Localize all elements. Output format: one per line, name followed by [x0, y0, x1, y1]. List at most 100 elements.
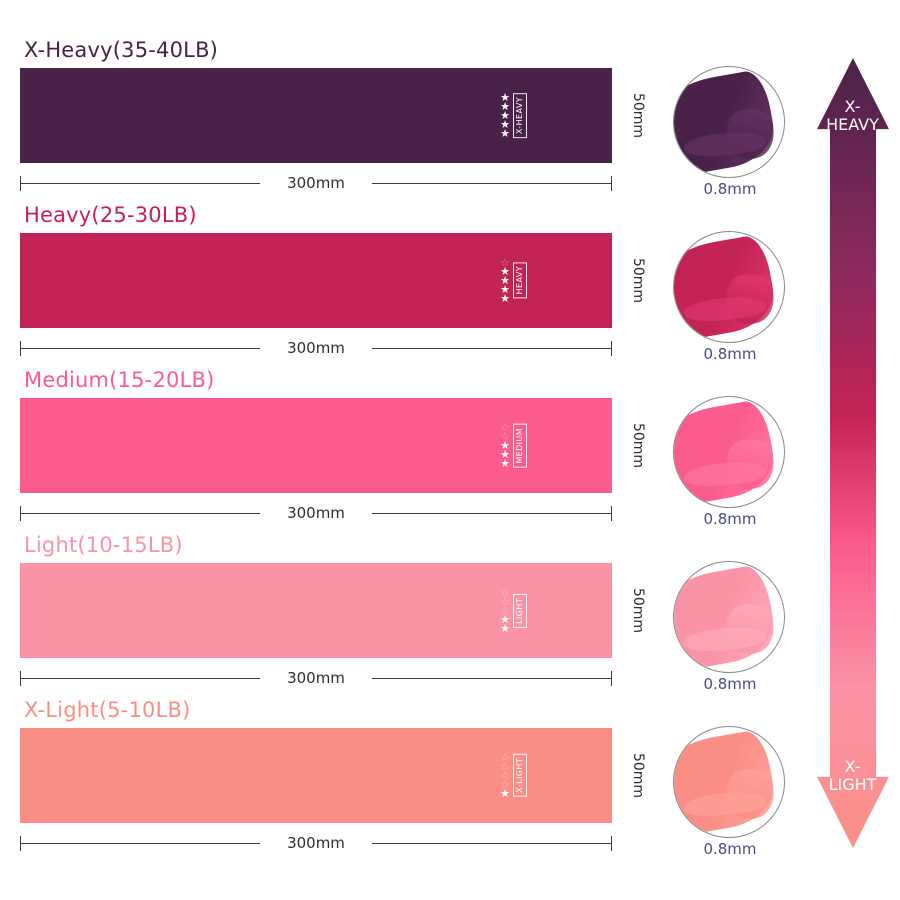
- star-filled-icon: ★: [500, 118, 510, 131]
- star-hollow-icon: ☆: [500, 750, 510, 764]
- arrow-label-top-line2: HEAVY: [826, 114, 879, 134]
- dimension-line-right: [372, 678, 612, 679]
- band-mark-label-medium: MEDIUM: [513, 423, 527, 468]
- band-strip-medium: ★ ★ ★ ☆ ☆ MEDIUM: [20, 398, 612, 493]
- star-filled-icon: ★: [500, 438, 510, 452]
- star-rating-x-light: ★ ☆ ☆ ☆ ☆: [500, 750, 510, 799]
- star-hollow-icon: ☆: [500, 420, 510, 434]
- thickness-detail-x-light: 0.8mm: [655, 720, 805, 885]
- width-value-heavy: 50mm: [624, 233, 652, 328]
- band-strip-heavy: ★ ★ ★ ★ ☆ HEAVY: [20, 233, 612, 328]
- width-dimension-medium: 50mm: [624, 398, 652, 493]
- arrow-label-top-line1: X-: [844, 97, 861, 116]
- dimension-line-right: [372, 183, 612, 184]
- dimension-line-right: [372, 513, 612, 514]
- length-dimension-heavy: 300mm: [20, 337, 612, 359]
- arrow-label-top: X- HEAVY: [805, 98, 900, 134]
- width-value-x-heavy: 50mm: [624, 68, 652, 163]
- dimension-cap-right: [611, 176, 612, 191]
- dimension-cap-right: [611, 671, 612, 686]
- star-filled-icon: ★: [500, 108, 510, 122]
- band-mark-label-heavy: HEAVY: [513, 262, 527, 299]
- thickness-closeup-x-heavy: [673, 66, 785, 178]
- thickness-value-x-light: 0.8mm: [703, 840, 757, 858]
- band-print-mark-x-light: ★ ☆ ☆ ☆ ☆ X-LIGHT: [500, 745, 527, 807]
- width-dimension-heavy: 50mm: [624, 233, 652, 328]
- star-filled-icon: ★: [500, 99, 510, 113]
- length-value-x-heavy: 300mm: [287, 174, 345, 192]
- star-filled-icon: ★: [500, 264, 510, 278]
- arrow-label-bottom-line1: X-: [844, 757, 861, 776]
- length-dimension-x-light: 300mm: [20, 832, 612, 854]
- star-rating-light: ★ ★ ☆ ☆ ☆: [500, 585, 510, 634]
- length-dimension-medium: 300mm: [20, 502, 612, 524]
- star-filled-icon: ★: [500, 127, 510, 141]
- arrow-label-bottom-line2: LIGHT: [828, 774, 877, 794]
- band-title-x-heavy: X-Heavy(35-40LB): [24, 38, 219, 62]
- band-row-medium: Medium(15-20LB) ★ ★ ★ ☆ ☆ MEDIUM 300mm 50mm: [0, 368, 652, 535]
- length-value-x-light: 300mm: [287, 834, 345, 852]
- thickness-closeup-medium: [673, 396, 785, 508]
- star-filled-icon: ★: [500, 90, 510, 104]
- dimension-line-left: [20, 348, 260, 349]
- dimension-cap-right: [611, 341, 612, 356]
- band-title-x-light: X-Light(5-10LB): [24, 698, 191, 722]
- thickness-detail-medium: 0.8mm: [655, 390, 805, 555]
- dimension-line-left: [20, 678, 260, 679]
- band-title-medium: Medium(15-20LB): [24, 368, 215, 392]
- star-hollow-icon: ☆: [500, 759, 510, 773]
- band-print-mark-medium: ★ ★ ★ ☆ ☆ MEDIUM: [500, 415, 527, 477]
- band-strip-x-light: ★ ☆ ☆ ☆ ☆ X-LIGHT: [20, 728, 612, 823]
- length-value-light: 300mm: [287, 669, 345, 687]
- length-value-medium: 300mm: [287, 504, 345, 522]
- arrow-label-bottom: X- LIGHT: [805, 758, 900, 794]
- band-row-x-heavy: X-Heavy(35-40LB) ★ ★ ★ ★ ★ X-HEAVY 300mm 50mm: [0, 38, 652, 205]
- width-dimension-x-heavy: 50mm: [624, 68, 652, 163]
- star-hollow-icon: ☆: [500, 594, 510, 608]
- band-strip-light: ★ ★ ☆ ☆ ☆ LIGHT: [20, 563, 612, 658]
- star-rating-medium: ★ ★ ★ ☆ ☆: [500, 420, 510, 471]
- band-mark-label-x-light: X-LIGHT: [513, 754, 527, 797]
- thickness-detail-x-heavy: 0.8mm: [655, 60, 805, 225]
- dimension-line-right: [372, 843, 612, 844]
- band-list: X-Heavy(35-40LB) ★ ★ ★ ★ ★ X-HEAVY 300mm 50mm Hea…: [0, 38, 652, 865]
- band-row-x-light: X-Light(5-10LB) ★ ☆ ☆ ☆ ☆ X-LIGHT 300mm 50mm: [0, 698, 652, 865]
- star-hollow-icon: ☆: [500, 429, 510, 443]
- star-hollow-icon: ☆: [500, 768, 510, 782]
- dimension-cap-right: [611, 506, 612, 521]
- width-dimension-x-light: 50mm: [624, 728, 652, 823]
- star-filled-icon: ★: [500, 292, 510, 306]
- star-filled-icon: ★: [500, 457, 510, 471]
- band-mark-label-light: LIGHT: [513, 593, 527, 628]
- band-strip-x-heavy: ★ ★ ★ ★ ★ X-HEAVY: [20, 68, 612, 163]
- resistance-gradient-arrow: X- HEAVY X- LIGHT: [805, 0, 900, 900]
- dimension-line-left: [20, 513, 260, 514]
- thickness-value-x-heavy: 0.8mm: [703, 180, 757, 198]
- dimension-line-left: [20, 843, 260, 844]
- star-hollow-icon: ☆: [500, 603, 510, 617]
- band-print-mark-light: ★ ★ ☆ ☆ ☆ LIGHT: [500, 580, 527, 642]
- width-value-light: 50mm: [624, 563, 652, 658]
- thickness-closeup-x-light: [673, 726, 785, 838]
- star-filled-icon: ★: [500, 283, 510, 296]
- thickness-closeup-heavy: [673, 231, 785, 343]
- star-filled-icon: ★: [500, 613, 510, 626]
- width-dimension-light: 50mm: [624, 563, 652, 658]
- width-value-x-light: 50mm: [624, 728, 652, 823]
- star-filled-icon: ★: [500, 273, 510, 287]
- dimension-line-left: [20, 183, 260, 184]
- band-print-mark-x-heavy: ★ ★ ★ ★ ★ X-HEAVY: [500, 85, 527, 147]
- star-hollow-icon: ☆: [500, 778, 510, 791]
- length-value-heavy: 300mm: [287, 339, 345, 357]
- thickness-value-light: 0.8mm: [703, 675, 757, 693]
- thickness-detail-list: 0.8mm 0.8mm 0.8mm 0.8mm 0.8mm: [655, 0, 805, 900]
- thickness-detail-heavy: 0.8mm: [655, 225, 805, 390]
- star-hollow-icon: ☆: [500, 585, 510, 599]
- star-rating-x-heavy: ★ ★ ★ ★ ★: [500, 90, 510, 141]
- band-mark-label-x-heavy: X-HEAVY: [513, 92, 527, 139]
- band-print-mark-heavy: ★ ★ ★ ★ ☆ HEAVY: [500, 250, 527, 312]
- band-title-light: Light(10-15LB): [24, 533, 183, 557]
- band-title-heavy: Heavy(25-30LB): [24, 203, 197, 227]
- band-row-light: Light(10-15LB) ★ ★ ☆ ☆ ☆ LIGHT 300mm 50mm: [0, 533, 652, 700]
- thickness-value-heavy: 0.8mm: [703, 345, 757, 363]
